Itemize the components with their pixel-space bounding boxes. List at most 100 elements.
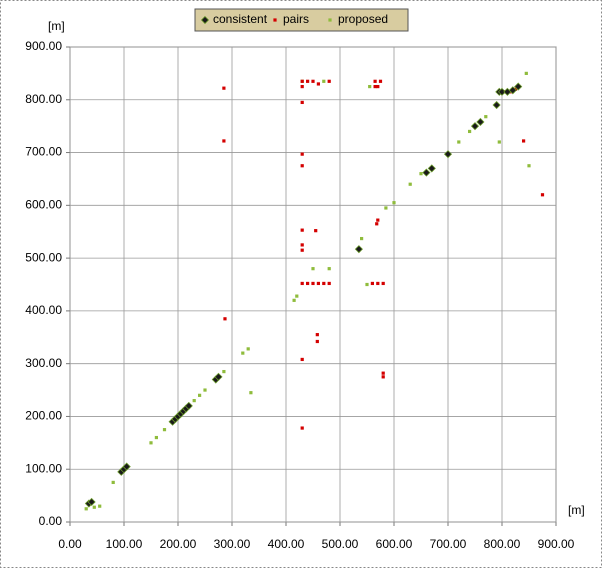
- y-tick-label: 300.00: [25, 356, 62, 370]
- point: [295, 294, 299, 298]
- point: [314, 229, 318, 233]
- point: [476, 117, 485, 127]
- legend-marker: [200, 15, 210, 25]
- point: [300, 79, 304, 83]
- x-tick-label: 700.00: [430, 537, 467, 551]
- x-tick-label: 400.00: [268, 537, 305, 551]
- y-tick-label: 100.00: [25, 461, 62, 475]
- point: [87, 497, 96, 507]
- point: [522, 139, 526, 143]
- point: [354, 245, 363, 254]
- point: [422, 168, 431, 177]
- point: [376, 281, 380, 286]
- point: [373, 84, 377, 89]
- point: [381, 281, 385, 286]
- point: [149, 441, 153, 445]
- point: [154, 435, 158, 440]
- x-unit: [m]: [568, 503, 585, 517]
- legend-marker: [328, 18, 332, 22]
- point: [306, 79, 310, 83]
- y-tick-label: 400.00: [25, 303, 62, 317]
- point: [443, 150, 453, 159]
- point: [300, 100, 304, 105]
- point: [192, 399, 196, 403]
- point: [384, 206, 388, 210]
- point: [300, 164, 304, 168]
- point: [214, 372, 223, 381]
- point: [360, 236, 364, 241]
- point: [223, 317, 227, 321]
- y-tick-label: 700.00: [25, 145, 62, 159]
- point: [470, 122, 480, 131]
- point: [311, 281, 315, 286]
- point: [122, 462, 131, 471]
- point: [300, 281, 304, 286]
- point: [381, 375, 385, 379]
- point: [322, 281, 326, 286]
- point: [300, 152, 304, 156]
- point: [111, 480, 115, 485]
- point: [300, 248, 304, 252]
- point: [376, 218, 380, 222]
- point: [311, 79, 315, 83]
- point: [492, 100, 501, 110]
- point: [427, 164, 436, 173]
- y-tick-label: 900.00: [25, 39, 62, 53]
- point: [375, 222, 379, 226]
- legend-label: proposed: [338, 12, 388, 26]
- y-tick-label: 800.00: [25, 92, 62, 106]
- point: [246, 347, 250, 351]
- x-tick-label: 600.00: [376, 537, 413, 551]
- point: [497, 87, 507, 96]
- point: [457, 140, 461, 144]
- point: [222, 86, 226, 90]
- point: [300, 426, 304, 430]
- point: [300, 228, 304, 232]
- x-tick-label: 500.00: [322, 537, 359, 551]
- point: [306, 281, 310, 286]
- point: [327, 281, 331, 286]
- x-tick-label: 800.00: [484, 537, 521, 551]
- point: [300, 243, 304, 247]
- point: [292, 298, 296, 302]
- point: [527, 164, 531, 168]
- point: [508, 86, 517, 95]
- y-tick-label: 200.00: [25, 409, 62, 423]
- point: [241, 351, 245, 355]
- point: [327, 79, 331, 83]
- point: [162, 428, 167, 432]
- x-tick-label: 0.00: [58, 537, 82, 551]
- point: [497, 140, 501, 144]
- point: [316, 281, 320, 286]
- point: [222, 139, 226, 143]
- point: [311, 267, 315, 271]
- point: [376, 84, 380, 89]
- point: [300, 357, 304, 362]
- point: [484, 115, 488, 119]
- legend-marker: [273, 18, 277, 22]
- point: [514, 82, 523, 91]
- x-tick-label: 100.00: [106, 537, 143, 551]
- x-tick-label: 300.00: [214, 537, 251, 551]
- point: [365, 282, 369, 287]
- point: [322, 79, 326, 83]
- legend-label: consistent: [213, 12, 268, 26]
- point: [184, 401, 193, 410]
- point: [378, 79, 383, 83]
- point: [203, 388, 207, 392]
- legend-label: pairs: [283, 12, 309, 26]
- point: [540, 193, 545, 197]
- x-tick-label: 900.00: [538, 537, 575, 551]
- point: [419, 172, 423, 176]
- point: [368, 84, 372, 89]
- point: [198, 393, 202, 397]
- point: [381, 371, 385, 375]
- point: [468, 129, 472, 134]
- point: [373, 79, 377, 83]
- point: [327, 267, 331, 271]
- point: [249, 391, 253, 395]
- legend: consistent pairs proposed: [194, 8, 409, 32]
- point: [92, 505, 96, 509]
